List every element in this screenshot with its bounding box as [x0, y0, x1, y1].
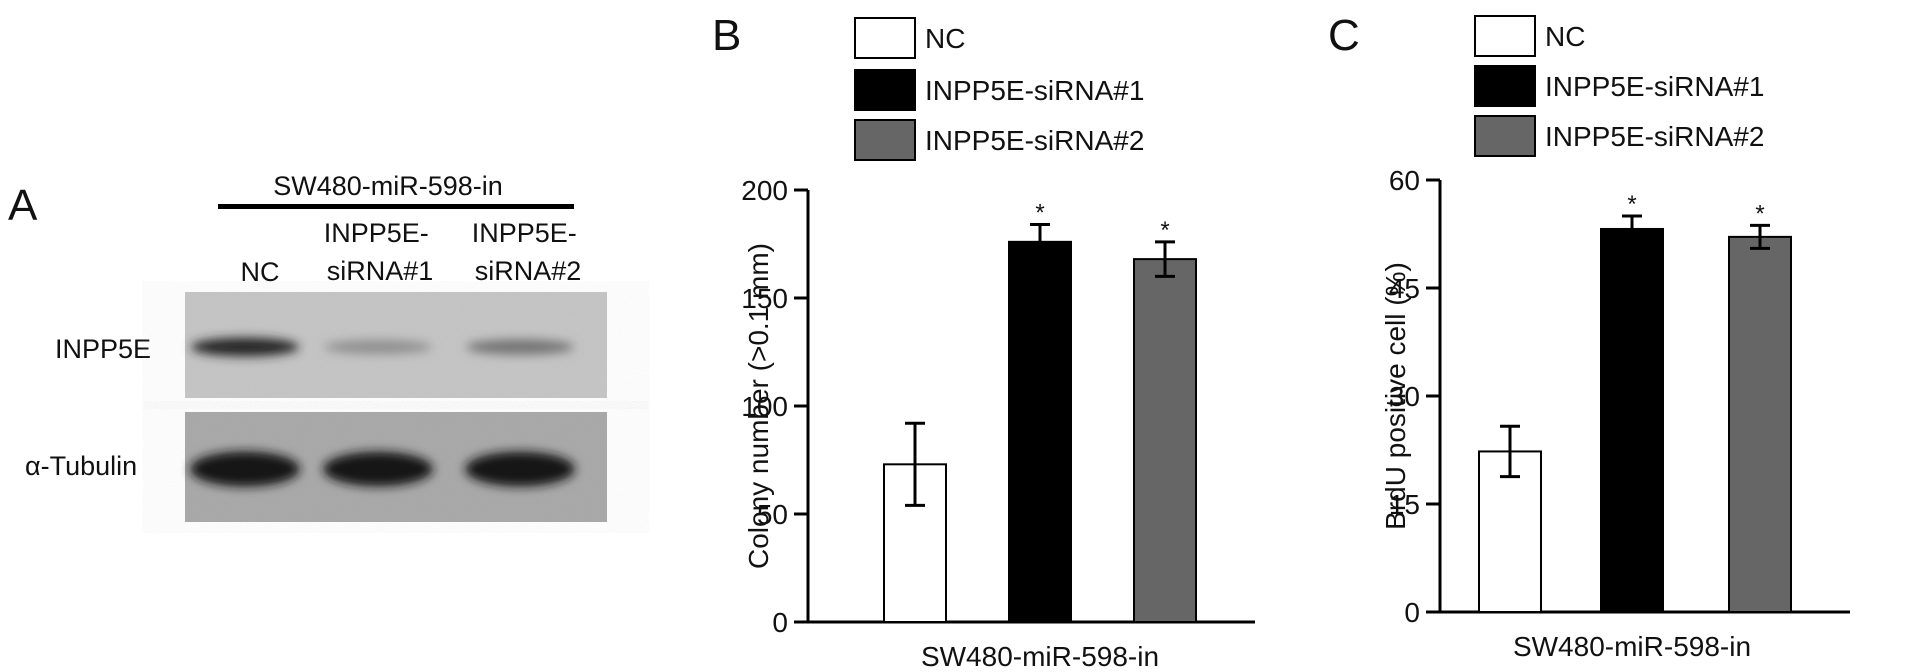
blot-band: [191, 337, 299, 357]
y-tick-label: 15: [1389, 489, 1420, 520]
panel-c-letter: C: [1328, 11, 1360, 60]
bar: [1133, 258, 1197, 623]
legend-swatch: [1474, 115, 1536, 157]
lane-label-3-line-2: siRNA#2: [475, 256, 582, 286]
lane-label-3-line-1: INPP5E-: [472, 218, 577, 248]
y-tick-label: 100: [741, 391, 788, 422]
blot-band: [465, 451, 575, 487]
bar: [1008, 240, 1072, 623]
y-axis-label: Colony number (>0.1 mm): [743, 243, 774, 569]
panel-b-chart: 0 50 100 150 200 Colony number (>0.1 mm) SW480…: [741, 175, 1255, 672]
y-axis-label: BrdU positive cell (%): [1380, 262, 1411, 530]
lane-label-1: NC: [241, 257, 280, 287]
blot-band: [323, 451, 433, 487]
blot-header-line: [218, 204, 574, 209]
panel-b-letter: B: [712, 11, 741, 60]
y-tick-label: 0: [1404, 597, 1420, 628]
legend-swatch: [1474, 65, 1536, 107]
panel-c-chart: 0 15 30 45 60 BrdU positive cell (%) SW480-miR…: [1380, 165, 1850, 662]
x-axis-label: SW480-miR-598-in: [921, 641, 1159, 672]
bar: [1600, 227, 1664, 614]
y-tick-label: 45: [1389, 273, 1420, 304]
bar: [1728, 235, 1792, 613]
y-tick-label: 200: [741, 175, 788, 206]
legend-swatch: [1474, 15, 1536, 57]
legend-label: INPP5E-siRNA#1: [1545, 71, 1764, 102]
panel-c: C NC INPP5E-siRNA#1 INPP5E-siRNA#2 0 15 30 45…: [1328, 11, 1850, 662]
legend-swatch: [854, 69, 916, 111]
blot-band: [324, 340, 432, 354]
lane-label-1-line-1: NC: [241, 257, 280, 287]
lane-label-2-line-2: siRNA#1: [327, 256, 434, 286]
panel-a: A SW480-miR-598-in NC INPP5E- siRNA#1 IN…: [8, 171, 607, 522]
panel-b-legend: NC INPP5E-siRNA#1 INPP5E-siRNA#2: [854, 17, 1144, 161]
y-tick-label: 30: [1389, 381, 1420, 412]
legend-label: NC: [925, 23, 965, 54]
legend-label: INPP5E-siRNA#1: [925, 75, 1144, 106]
y-tick-label: 150: [741, 283, 788, 314]
y-tick-label: 0: [772, 607, 788, 638]
x-axis-label: SW480-miR-598-in: [1513, 631, 1751, 662]
blot-band: [190, 451, 300, 487]
panel-b: B NC INPP5E-siRNA#1 INPP5E-siRNA#2 0 50 100 1…: [712, 11, 1255, 672]
y-tick-label: 60: [1389, 165, 1420, 196]
significance-marker: *: [1160, 217, 1169, 244]
blot-header-label: SW480-miR-598-in: [273, 171, 503, 201]
lane-label-2: INPP5E- siRNA#1: [324, 218, 437, 286]
panel-c-legend: NC INPP5E-siRNA#1 INPP5E-siRNA#2: [1474, 15, 1764, 157]
error-bar: [1750, 223, 1770, 250]
y-tick-label: 50: [757, 499, 788, 530]
lane-label-3: INPP5E- siRNA#2: [472, 218, 585, 286]
error-bar: [1622, 214, 1642, 244]
legend-label: NC: [1545, 21, 1585, 52]
blot-row-label-tubulin: α-Tubulin: [25, 451, 137, 481]
panel-a-letter: A: [8, 181, 38, 230]
error-bar: [905, 421, 925, 507]
error-bar: [1155, 240, 1175, 278]
legend-swatch: [854, 17, 916, 59]
bar: [1478, 450, 1542, 613]
error-bar: [1030, 223, 1050, 261]
significance-marker: *: [1755, 200, 1764, 227]
legend-label: INPP5E-siRNA#2: [1545, 121, 1764, 152]
significance-marker: *: [1627, 191, 1636, 218]
legend-label: INPP5E-siRNA#2: [925, 125, 1144, 156]
blot-band: [466, 339, 574, 355]
blot-row-label-inpp5e: INPP5E: [55, 334, 151, 364]
error-bar: [1500, 424, 1520, 479]
lane-label-2-line-1: INPP5E-: [324, 218, 429, 248]
legend-swatch: [854, 119, 916, 161]
blot-strip-inpp5e: [185, 292, 607, 398]
blot-strip-tubulin: [185, 412, 607, 522]
significance-marker: *: [1035, 200, 1044, 227]
